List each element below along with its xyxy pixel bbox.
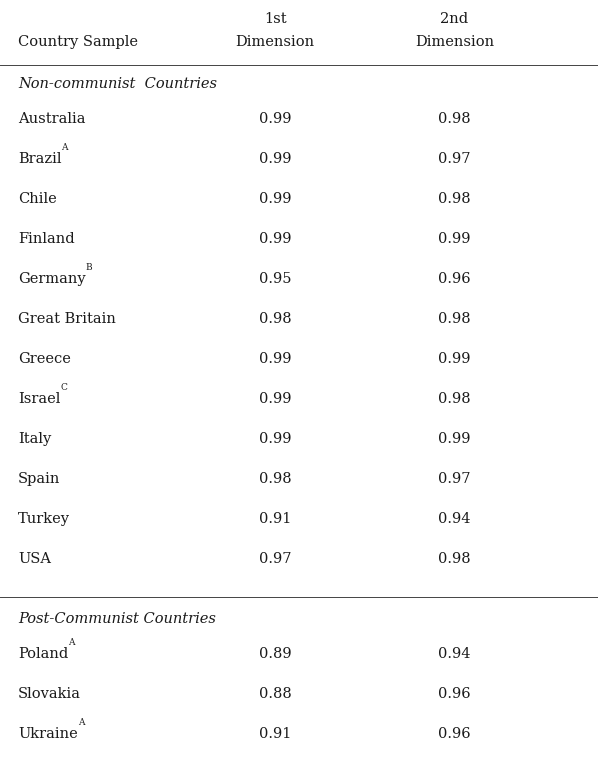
Text: 0.98: 0.98: [259, 312, 291, 326]
Text: 0.89: 0.89: [259, 647, 291, 661]
Text: 0.88: 0.88: [259, 687, 291, 701]
Text: 0.99: 0.99: [259, 352, 291, 366]
Text: 0.94: 0.94: [438, 512, 471, 526]
Text: B: B: [86, 263, 92, 272]
Text: 0.99: 0.99: [438, 352, 471, 366]
Text: 0.99: 0.99: [259, 392, 291, 406]
Text: Turkey: Turkey: [18, 512, 70, 526]
Text: Ukraine: Ukraine: [18, 727, 78, 741]
Text: 0.97: 0.97: [438, 472, 471, 486]
Text: Germany: Germany: [18, 272, 86, 286]
Text: Great Britain: Great Britain: [18, 312, 116, 326]
Text: A: A: [62, 143, 68, 151]
Text: Poland: Poland: [18, 647, 68, 661]
Text: 0.95: 0.95: [259, 272, 291, 286]
Text: 0.96: 0.96: [438, 727, 471, 741]
Text: Italy: Italy: [18, 432, 51, 446]
Text: 0.99: 0.99: [259, 152, 291, 166]
Text: Israel: Israel: [18, 392, 60, 406]
Text: 0.99: 0.99: [438, 232, 471, 246]
Text: 0.98: 0.98: [438, 192, 471, 206]
Text: Slovakia: Slovakia: [18, 687, 81, 701]
Text: A: A: [68, 638, 75, 647]
Text: Greece: Greece: [18, 352, 71, 366]
Text: 0.96: 0.96: [438, 687, 471, 701]
Text: 0.98: 0.98: [438, 552, 471, 566]
Text: 0.99: 0.99: [438, 432, 471, 446]
Text: 0.98: 0.98: [438, 392, 471, 406]
Text: 0.99: 0.99: [259, 432, 291, 446]
Text: 0.99: 0.99: [259, 232, 291, 246]
Text: 0.91: 0.91: [259, 727, 291, 741]
Text: Dimension: Dimension: [415, 35, 494, 49]
Text: Spain: Spain: [18, 472, 60, 486]
Text: 0.98: 0.98: [438, 112, 471, 126]
Text: Finland: Finland: [18, 232, 75, 246]
Text: 0.96: 0.96: [438, 272, 471, 286]
Text: 2nd: 2nd: [440, 12, 469, 26]
Text: Country Sample: Country Sample: [18, 35, 138, 49]
Text: Brazil: Brazil: [18, 152, 62, 166]
Text: 0.97: 0.97: [259, 552, 291, 566]
Text: Chile: Chile: [18, 192, 57, 206]
Text: 0.99: 0.99: [259, 112, 291, 126]
Text: 0.97: 0.97: [438, 152, 471, 166]
Text: 0.98: 0.98: [259, 472, 291, 486]
Text: 0.98: 0.98: [438, 312, 471, 326]
Text: Post-Communist Countries: Post-Communist Countries: [18, 612, 216, 626]
Text: 1st: 1st: [264, 12, 286, 26]
Text: C: C: [60, 382, 67, 392]
Text: A: A: [78, 718, 84, 727]
Text: Dimension: Dimension: [236, 35, 315, 49]
Text: USA: USA: [18, 552, 51, 566]
Text: 0.99: 0.99: [259, 192, 291, 206]
Text: Non-communist  Countries: Non-communist Countries: [18, 77, 217, 91]
Text: 0.91: 0.91: [259, 512, 291, 526]
Text: 0.94: 0.94: [438, 647, 471, 661]
Text: Australia: Australia: [18, 112, 86, 126]
